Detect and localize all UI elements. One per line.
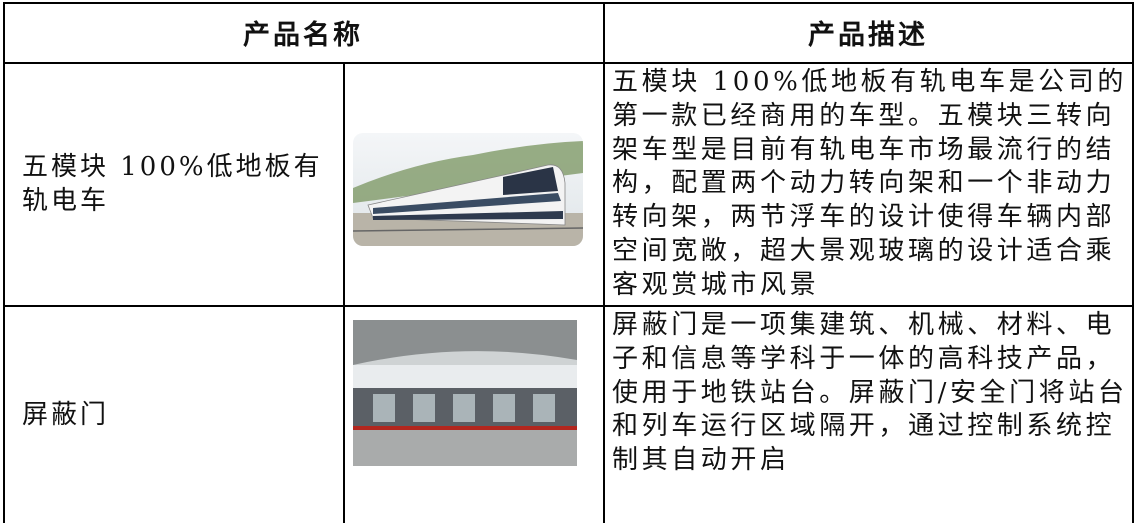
border <box>3 2 5 523</box>
border <box>603 2 605 523</box>
border <box>3 2 1133 4</box>
platform-door-image <box>353 320 577 466</box>
header-cell: 产品名称 <box>243 19 363 51</box>
border <box>343 62 345 523</box>
product-name: 屏蔽门 <box>22 306 332 523</box>
product-description: 屏蔽门是一项集建筑、机械、材料、电子和信息等学科于一体的高科技产品，使用于地铁站… <box>612 310 1128 476</box>
product-description: 五模块 100%低地板有轨电车是公司的第一款已经商用的车型。五模块三转向架车型是… <box>612 67 1127 300</box>
product-name-text: 五模块 100%低地板有轨电车 <box>22 152 323 216</box>
tram-image <box>353 133 583 246</box>
header-cell: 产品描述 <box>808 19 928 51</box>
border <box>3 305 1133 307</box>
border <box>1132 2 1134 523</box>
product-name-text: 屏蔽门 <box>22 399 110 430</box>
border <box>3 62 1133 64</box>
product-name: 五模块 100%低地板有轨电车 <box>22 63 332 305</box>
